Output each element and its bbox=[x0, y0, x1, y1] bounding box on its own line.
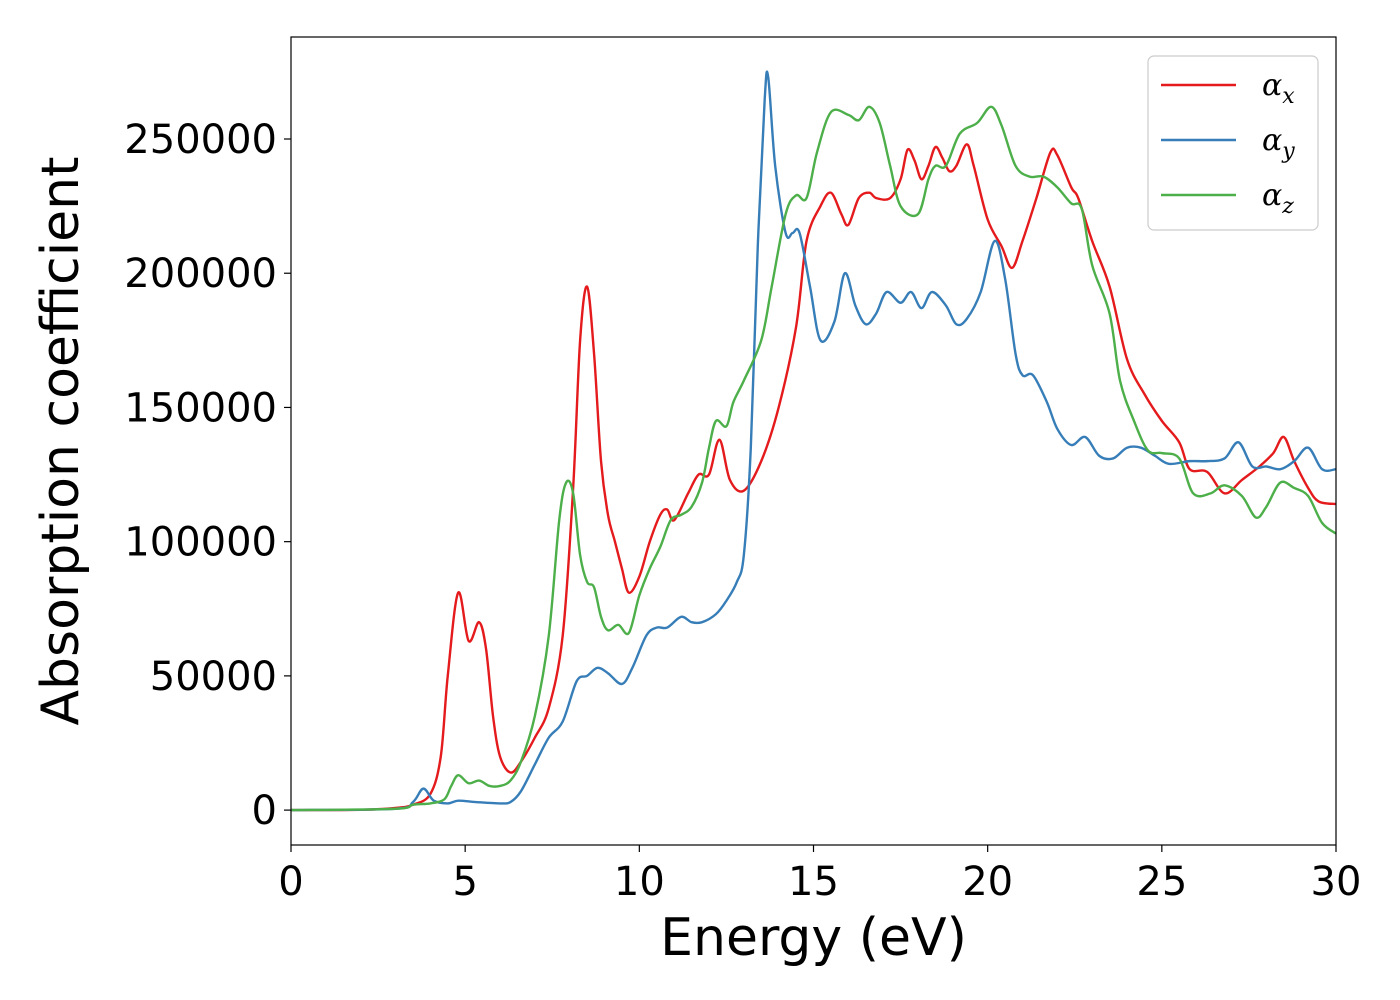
y-axis: 0 50000 100000 150000 200000 250000 bbox=[124, 117, 291, 834]
series-layer bbox=[291, 70, 1336, 812]
series-line-y bbox=[291, 70, 1336, 812]
legend-symbol: α bbox=[1262, 123, 1282, 158]
y-tick-label: 0 bbox=[252, 788, 277, 834]
x-tick-label: 0 bbox=[278, 859, 303, 905]
x-tick-label: 25 bbox=[1136, 859, 1187, 905]
legend-subscript: x bbox=[1282, 84, 1295, 109]
x-axis-label: Energy (eV) bbox=[660, 908, 967, 968]
x-tick-label: 10 bbox=[614, 859, 665, 905]
y-tick-label: 50000 bbox=[150, 654, 277, 700]
x-axis: 0 5 10 15 20 25 30 bbox=[278, 845, 1361, 905]
y-tick-label: 250000 bbox=[124, 117, 277, 163]
legend-subscript: z bbox=[1281, 194, 1294, 219]
x-tick-label: 30 bbox=[1311, 859, 1362, 905]
x-tick-label: 15 bbox=[788, 859, 839, 905]
legend-symbol: α bbox=[1262, 178, 1282, 213]
y-axis-label: Absorption coefficient bbox=[31, 156, 91, 725]
series-line-z bbox=[291, 105, 1336, 812]
legend-subscript: y bbox=[1281, 139, 1295, 164]
legend-entry-y: αy bbox=[1262, 123, 1295, 164]
y-tick-label: 150000 bbox=[124, 385, 277, 431]
legend-entry-z: αz bbox=[1262, 178, 1294, 219]
x-tick-label: 5 bbox=[452, 859, 477, 905]
legend-entry-x: αx bbox=[1262, 68, 1295, 109]
y-tick-label: 100000 bbox=[124, 520, 277, 566]
x-tick-label: 20 bbox=[962, 859, 1013, 905]
series-line-x bbox=[291, 143, 1336, 812]
legend-box bbox=[1147, 55, 1319, 231]
legend-symbol: α bbox=[1262, 68, 1282, 103]
y-tick-label: 200000 bbox=[124, 251, 277, 297]
